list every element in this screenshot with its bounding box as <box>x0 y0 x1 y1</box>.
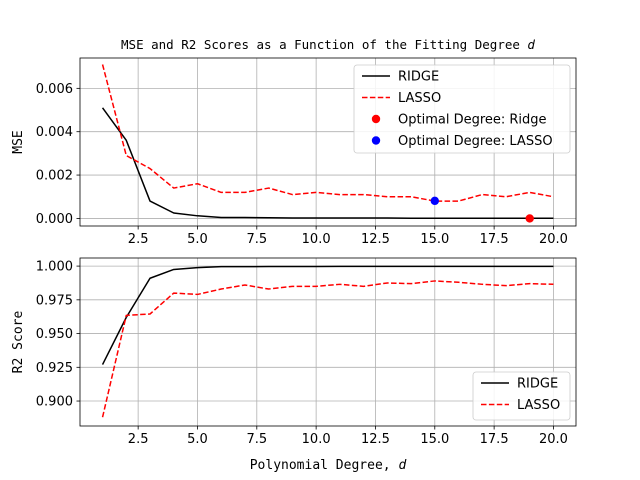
series-line-lasso <box>101 64 554 202</box>
plots: 2.5 5.0 7.5 10.0 12.5 15.0 17.5 20.0 0.000 0.002 0… <box>11 37 577 473</box>
subplot-r2: 2.5 5.0 7.5 10.0 12.5 15.0 17.5 20.0 0.900 0.925 0… <box>11 257 577 473</box>
legend-swatch-optimal-degree-ridge <box>371 114 381 124</box>
x-tick-label: 17.5 <box>480 432 509 447</box>
marker-optimal-degree-lasso <box>430 196 439 206</box>
legend-box <box>472 371 571 421</box>
legend-label-ridge: RIDGE <box>398 70 439 85</box>
x-tick-label: 15.0 <box>420 232 449 247</box>
x-tick-label: 17.5 <box>480 232 509 247</box>
x-tick-label: 2.5 <box>128 432 149 447</box>
x-tick-label: 20.0 <box>539 432 568 447</box>
subplot-mse: 2.5 5.0 7.5 10.0 12.5 15.0 17.5 20.0 0.000 0.002 0… <box>11 37 577 247</box>
x-axis-label: Polynomial Degree, d <box>250 458 407 473</box>
x-tick-label: 20.0 <box>539 232 568 247</box>
legend-box <box>353 64 571 154</box>
x-tick-label: 2.5 <box>128 232 149 247</box>
y-tick-label: 1.000 <box>36 260 73 275</box>
series-line-ridge <box>101 265 554 365</box>
y-tick-label: 0.004 <box>36 125 73 140</box>
chart-title: MSE and R2 Scores as a Function of the F… <box>121 37 535 52</box>
x-tick-label: 5.0 <box>187 232 208 247</box>
y-tick-label: 0.000 <box>36 212 73 227</box>
legend-label-optimal-degree-ridge: Optimal Degree: Ridge <box>398 113 547 128</box>
legend: RIDGE LASSO <box>472 371 571 421</box>
axes-frame <box>79 57 577 227</box>
x-tick-label: 12.5 <box>361 432 390 447</box>
x-tick-label: 7.5 <box>246 432 267 447</box>
y-axis-label: R2 Score <box>11 311 26 374</box>
legend-label-optimal-degree-lasso: Optimal Degree: LASSO <box>398 134 553 149</box>
axes-frame <box>79 257 577 427</box>
x-tick-label: 10.0 <box>302 232 331 247</box>
x-tick-label: 12.5 <box>361 232 390 247</box>
series-line-ridge <box>101 107 554 219</box>
y-tick-label: 0.950 <box>36 327 73 342</box>
legend-label-lasso: LASSO <box>398 91 441 106</box>
legend-label-lasso: LASSO <box>517 398 560 413</box>
x-tick-label: 10.0 <box>302 432 331 447</box>
y-tick-label: 0.975 <box>36 293 73 308</box>
chart-title-variable: d <box>527 37 535 52</box>
y-tick-label: 0.002 <box>36 169 73 184</box>
legend: RIDGE LASSO Optimal Degree: Ridge Optimal D… <box>353 64 571 154</box>
y-tick-label: 0.900 <box>36 395 73 410</box>
legend-label-ridge: RIDGE <box>517 377 558 392</box>
y-tick-label: 0.006 <box>36 82 73 97</box>
marker-optimal-degree-ridge <box>525 214 534 223</box>
y-tick-label: 0.925 <box>36 361 73 376</box>
series-line-lasso <box>101 280 554 418</box>
y-axis-label: MSE <box>11 130 26 153</box>
x-tick-label: 5.0 <box>187 432 208 447</box>
x-tick-label: 15.0 <box>420 432 449 447</box>
x-axis-label-variable: d <box>398 458 406 473</box>
x-tick-label: 7.5 <box>246 232 267 247</box>
legend-swatch-optimal-degree-lasso <box>371 136 381 145</box>
